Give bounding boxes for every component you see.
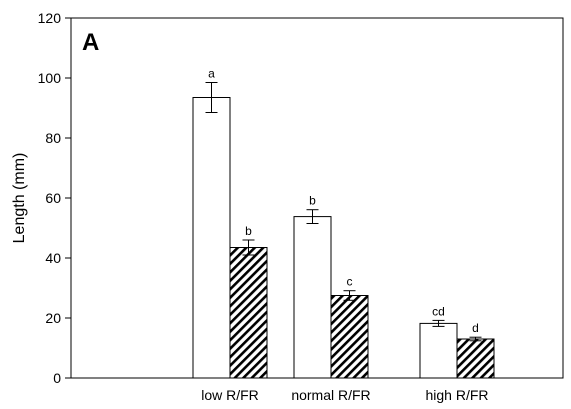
- significance-letter: a: [208, 67, 215, 81]
- x-axis: low R/FR normal R/FR high R/FR: [201, 387, 488, 403]
- significance-letter: b: [245, 224, 252, 238]
- bar: [419, 322, 458, 379]
- bar: [192, 97, 231, 379]
- significance-letter: cd: [432, 304, 445, 318]
- x-category-label: high R/FR: [425, 387, 488, 403]
- bar: [456, 338, 495, 379]
- panel-label: A: [82, 29, 99, 56]
- y-tick-label: 100: [38, 70, 62, 86]
- y-axis: 0 20 40 60 80 100 120: [38, 10, 71, 386]
- y-tick-label: 40: [45, 250, 61, 266]
- y-tick-label: 60: [45, 190, 61, 206]
- y-tick-label: 120: [38, 10, 62, 26]
- bars: a b b c cd d: [192, 67, 495, 379]
- significance-letter: c: [347, 275, 353, 289]
- bar: [229, 247, 268, 379]
- bar: [293, 216, 332, 379]
- y-tick-label: 80: [45, 130, 61, 146]
- y-tick-label: 0: [53, 370, 61, 386]
- significance-letter: d: [472, 321, 479, 335]
- x-category-label: normal R/FR: [291, 387, 370, 403]
- significance-letter: b: [309, 194, 316, 208]
- y-axis-label: Length (mm): [11, 153, 28, 244]
- y-tick-label: 20: [45, 310, 61, 326]
- bar: [330, 295, 369, 379]
- x-category-label: low R/FR: [201, 387, 259, 403]
